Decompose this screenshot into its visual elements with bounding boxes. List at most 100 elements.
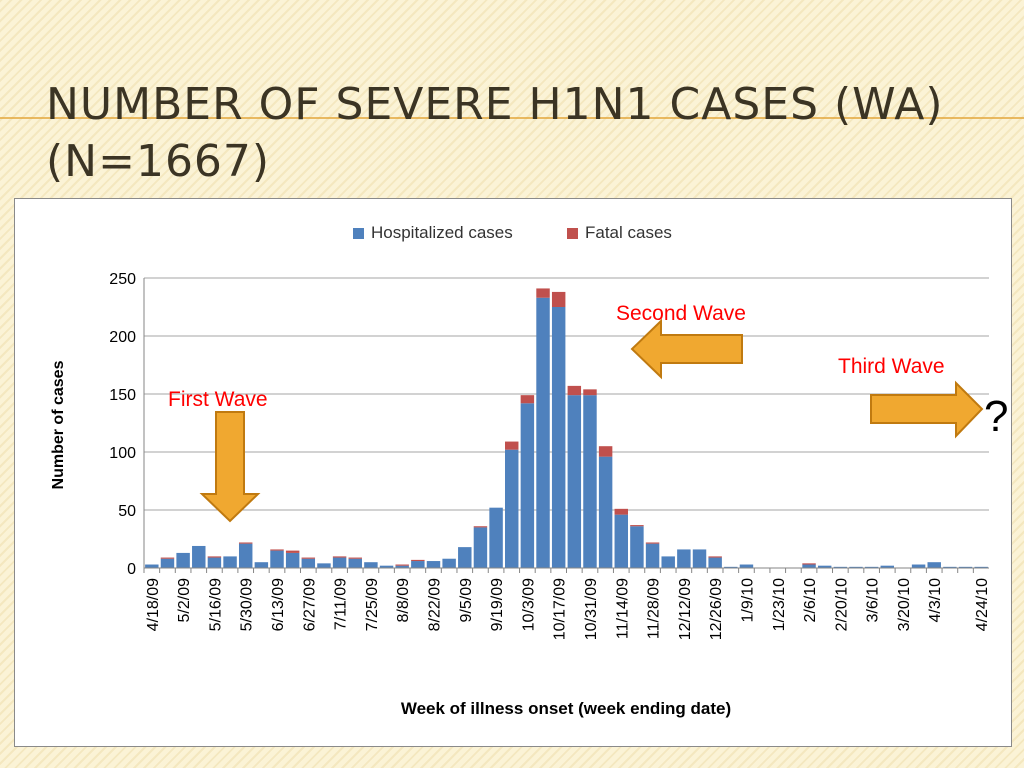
bar-hospitalized xyxy=(458,547,472,568)
x-tick-label: 8/8/09 xyxy=(395,578,412,623)
y-tick-label: 200 xyxy=(109,329,136,346)
bar-hospitalized xyxy=(958,566,973,568)
bar-fatal xyxy=(614,508,628,515)
bar-hospitalized xyxy=(692,549,707,568)
bar-hospitalized xyxy=(614,514,628,568)
chart-frame: Hospitalized cases Fatal cases 0 50 100 150… xyxy=(14,198,1012,747)
x-tick-label: 7/25/09 xyxy=(364,578,381,631)
annotations: First Wave Second Wave Third Wave ? xyxy=(168,302,1008,523)
bar-fatal xyxy=(285,550,300,553)
bar-hospitalized xyxy=(645,543,660,568)
bar-fatal xyxy=(301,557,316,559)
bar-hospitalized xyxy=(442,558,456,568)
bar-fatal xyxy=(270,549,284,551)
bar-hospitalized xyxy=(364,562,378,568)
stacked-bar-chart: Hospitalized cases Fatal cases 0 50 100 150… xyxy=(50,223,1008,718)
second-wave-left-arrow-icon xyxy=(630,318,743,380)
bar-hospitalized xyxy=(849,566,863,568)
bar-fatal xyxy=(708,556,722,558)
x-tick-label: 10/17/09 xyxy=(552,578,569,640)
bar-hospitalized xyxy=(285,552,300,568)
x-tick-label: 1/9/10 xyxy=(739,578,756,623)
y-tick-label: 250 xyxy=(109,271,136,288)
bar-hospitalized xyxy=(254,562,269,568)
bar-hospitalized xyxy=(426,561,441,568)
question-mark: ? xyxy=(984,392,1008,441)
bar-hospitalized xyxy=(520,403,535,568)
bar-hospitalized xyxy=(411,561,425,568)
x-tick-label: 5/16/09 xyxy=(207,578,224,631)
x-tick-label: 5/30/09 xyxy=(239,578,256,631)
bar-hospitalized xyxy=(739,564,754,568)
bar-hospitalized xyxy=(176,552,190,568)
bar-fatal xyxy=(348,557,362,559)
bars xyxy=(145,288,988,568)
x-tick-label: 3/6/10 xyxy=(865,578,882,623)
gridlines xyxy=(144,277,989,511)
axes: 0 50 100 150 200 250 4/18/09 5/2/09 5/16/09 5/30/… xyxy=(109,271,991,640)
x-tick-label: 1/23/10 xyxy=(771,578,788,631)
bar-hospitalized xyxy=(724,566,738,568)
bar-hospitalized xyxy=(207,557,222,568)
legend-swatch-hospitalized xyxy=(353,228,364,239)
bar-hospitalized xyxy=(927,562,941,568)
bar-fatal xyxy=(583,389,597,396)
x-tick-label: 4/3/10 xyxy=(927,578,944,623)
bar-fatal xyxy=(505,441,519,450)
bar-hospitalized xyxy=(583,395,597,568)
legend-swatch-fatal xyxy=(567,228,578,239)
bar-fatal xyxy=(520,395,535,404)
bar-fatal xyxy=(332,556,347,558)
bar-hospitalized xyxy=(817,565,832,568)
y-tick-label: 50 xyxy=(118,503,136,520)
bar-hospitalized xyxy=(708,557,722,568)
x-tick-label: 6/27/09 xyxy=(301,578,318,631)
bar-fatal xyxy=(536,288,550,298)
bar-hospitalized xyxy=(505,449,519,568)
y-tick-label: 0 xyxy=(127,561,136,578)
bar-hospitalized xyxy=(192,545,206,568)
third-wave-right-arrow-icon xyxy=(870,380,984,439)
x-tick-label: 3/20/10 xyxy=(896,578,913,631)
bar-fatal xyxy=(802,563,816,565)
bar-hospitalized xyxy=(223,556,237,568)
bar-hospitalized xyxy=(833,566,848,568)
bar-hospitalized xyxy=(489,507,503,568)
bar-fatal xyxy=(551,291,566,307)
x-tick-label: 4/24/10 xyxy=(974,578,991,631)
bar-hospitalized xyxy=(145,564,159,568)
bar-hospitalized xyxy=(911,564,926,568)
slide-title: Number of Severe H1N1 Cases (WA) (N=1667… xyxy=(46,79,944,187)
bar-hospitalized xyxy=(661,556,675,568)
title-rule xyxy=(0,117,1024,119)
bar-fatal xyxy=(567,385,582,396)
y-axis-title: Number of cases xyxy=(50,360,67,489)
bar-hospitalized xyxy=(160,558,175,568)
bar-fatal xyxy=(630,525,644,527)
x-tick-label: 9/5/09 xyxy=(458,578,475,623)
legend: Hospitalized cases Fatal cases xyxy=(353,223,672,242)
bar-hospitalized xyxy=(379,565,394,568)
bar-hospitalized xyxy=(864,566,879,568)
bar-hospitalized xyxy=(270,550,284,568)
first-wave-label: First Wave xyxy=(168,388,268,411)
bar-hospitalized xyxy=(551,307,566,568)
x-tick-label: 12/12/09 xyxy=(677,578,694,640)
bar-hospitalized xyxy=(536,297,550,568)
bar-hospitalized xyxy=(395,565,409,568)
bar-hospitalized xyxy=(238,543,253,568)
x-tick-label: 4/18/09 xyxy=(145,578,162,631)
x-tick-label: 2/20/10 xyxy=(833,578,850,631)
y-tick-label: 150 xyxy=(109,387,136,404)
x-tick-label: 11/14/09 xyxy=(614,578,631,639)
bar-hospitalized xyxy=(677,549,691,568)
x-tick-label: 10/3/09 xyxy=(520,578,537,631)
bar-hospitalized xyxy=(880,565,895,568)
bar-hospitalized xyxy=(943,566,957,568)
bar-fatal xyxy=(160,557,175,559)
y-tick-label: 100 xyxy=(109,445,136,462)
legend-label-hospitalized: Hospitalized cases xyxy=(371,223,513,242)
bar-fatal xyxy=(238,542,253,544)
x-tick-label: 11/28/09 xyxy=(646,578,663,639)
first-wave-down-arrow-icon xyxy=(199,411,261,523)
